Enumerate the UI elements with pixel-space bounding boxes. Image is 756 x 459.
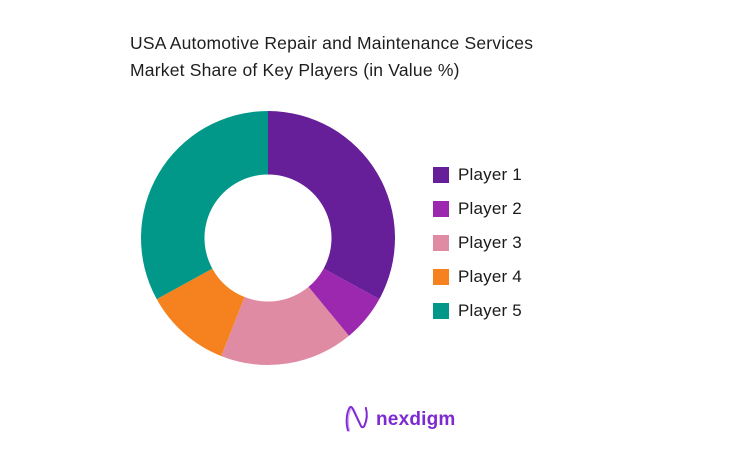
legend-label-player-2: Player 2 [458,199,522,218]
nexdigm-logo-icon [345,405,368,432]
nexdigm-logo-text: nexdigm [376,408,456,430]
chart-title-line-1: USA Automotive Repair and Maintenance Se… [130,33,534,53]
legend-item: Player 3 [433,233,522,252]
legend-item: Player 5 [433,301,522,320]
chart-title: USA Automotive Repair and Maintenance Se… [130,30,533,84]
donut-slice-player-4 [156,268,245,357]
legend-swatch-player-5 [433,303,449,319]
chart-title-line-2: Market Share of Key Players (in Value %) [130,60,460,80]
legend-swatch-player-4 [433,269,449,285]
legend-item: Player 2 [433,199,522,218]
legend: Player 1 Player 2 Player 3 Player 4 Play… [433,165,522,336]
legend-item: Player 1 [433,165,522,184]
legend-swatch-player-1 [433,167,449,183]
legend-label-player-4: Player 4 [458,267,522,286]
legend-swatch-player-3 [433,235,449,251]
donut-slice-player-5 [141,111,268,300]
legend-label-player-5: Player 5 [458,301,522,320]
donut-slice-player-2 [308,268,380,336]
legend-label-player-1: Player 1 [458,165,522,184]
nexdigm-logo: nexdigm [343,404,456,435]
donut-slice-player-1 [268,111,395,300]
donut-slice-player-3 [221,286,349,365]
legend-swatch-player-2 [433,201,449,217]
donut-chart [141,111,395,365]
legend-label-player-3: Player 3 [458,233,522,252]
legend-item: Player 4 [433,267,522,286]
